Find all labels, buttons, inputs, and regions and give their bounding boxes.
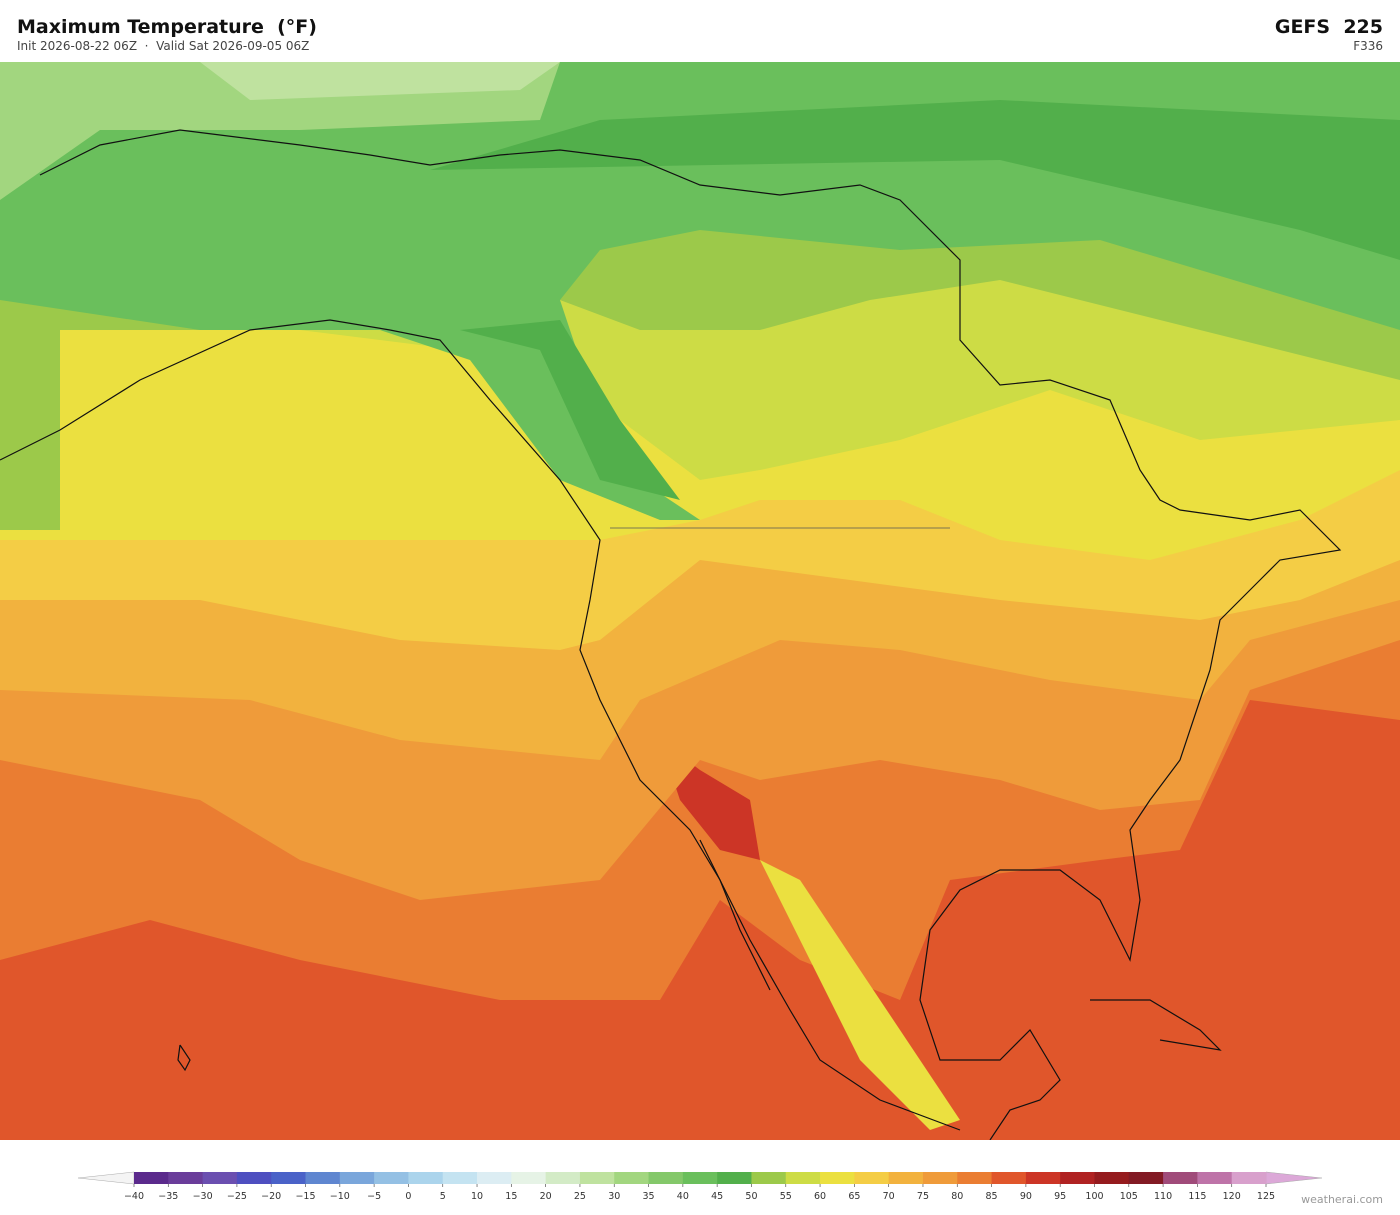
colorbar-tick-label: 100	[1085, 1191, 1103, 1202]
colorbar-tick-label: 10	[471, 1191, 483, 1202]
colorbar-swatch	[922, 1172, 958, 1184]
colorbar-tick-label: 60	[814, 1191, 826, 1202]
colorbar-swatch	[511, 1172, 547, 1184]
subtitle: Init 2026-08-22 06Z · Valid Sat 2026-09-…	[17, 39, 310, 53]
colorbar-tick-label: 20	[540, 1191, 552, 1202]
colorbar-tick-label: 70	[883, 1191, 895, 1202]
colorbar-swatch	[1060, 1172, 1095, 1184]
colorbar-tick-label: 50	[745, 1191, 757, 1202]
coastline	[0, 129, 1342, 1140]
temp-field	[430, 100, 1400, 260]
colorbar-tick-label: −25	[227, 1191, 247, 1202]
colorbar-swatch	[1163, 1172, 1198, 1184]
colorbar-swatch	[202, 1172, 238, 1184]
colorbar-swatch	[305, 1172, 341, 1184]
colorbar-tick-label: 35	[642, 1191, 654, 1202]
colorbar-swatch	[271, 1172, 306, 1184]
colorbar-under	[77, 1171, 135, 1185]
colorbar-swatch	[1025, 1172, 1061, 1184]
colorbar-swatch	[888, 1172, 924, 1184]
colorbar-tick-label: −20	[261, 1191, 281, 1202]
colorbar-tick-label: −5	[367, 1191, 381, 1202]
colorbar-swatch	[614, 1172, 649, 1184]
temp-field	[200, 62, 560, 100]
colorbar-tick-label: −10	[330, 1191, 350, 1202]
colorbar-tick-label: −15	[295, 1191, 315, 1202]
colorbar-swatch	[1197, 1172, 1233, 1184]
colorbar-swatch	[785, 1172, 821, 1184]
temp-field	[0, 62, 560, 200]
colorbar-tick-label: 5	[440, 1191, 446, 1202]
colorbar-tick-label: 0	[405, 1191, 411, 1202]
watermark: weatherai.com	[1301, 1193, 1383, 1206]
colorbar-tick-label: 65	[848, 1191, 860, 1202]
colorbar-swatch	[991, 1172, 1027, 1184]
colorbar-swatch	[442, 1172, 478, 1184]
colorbar-swatch	[820, 1172, 855, 1184]
colorbar-swatch	[854, 1172, 890, 1184]
colorbar-tick-label: 80	[951, 1191, 963, 1202]
colorbar-tick-label: 105	[1120, 1191, 1138, 1202]
colorbar-swatch	[717, 1172, 752, 1184]
colorbar-tick-label: 25	[574, 1191, 586, 1202]
colorbar-swatch	[545, 1172, 581, 1184]
colorbar-swatch	[648, 1172, 684, 1184]
colorbar-swatch	[957, 1172, 992, 1184]
title: Maximum Temperature (°F)	[17, 16, 317, 38]
colorbar-tick-label: −30	[193, 1191, 213, 1202]
model-name: GEFS 225	[1274, 16, 1383, 38]
colorbar-swatch	[408, 1172, 444, 1184]
colorbar-tick-label: 55	[780, 1191, 792, 1202]
colorbar-tick-label: 40	[677, 1191, 689, 1202]
colorbar-tick-label: 110	[1154, 1191, 1172, 1202]
colorbar-tick-label: −40	[124, 1191, 144, 1202]
colorbar-tick-label: 95	[1054, 1191, 1066, 1202]
colorbar-swatch	[339, 1172, 375, 1184]
colorbar-swatch	[1094, 1172, 1130, 1184]
colorbar-tick-label: 75	[917, 1191, 929, 1202]
colorbar-tick-label: 15	[505, 1191, 517, 1202]
colorbar-tick-label: 125	[1257, 1191, 1275, 1202]
colorbar-swatch	[579, 1172, 615, 1184]
colorbar-swatch	[682, 1172, 718, 1184]
colorbar-tick-label: 120	[1223, 1191, 1241, 1202]
colorbar-tick-label: 115	[1188, 1191, 1206, 1202]
forecast-hour: F336	[1353, 39, 1383, 53]
colorbar-tick-label: −35	[158, 1191, 178, 1202]
temp-field	[460, 320, 680, 500]
colorbar-swatch	[374, 1172, 409, 1184]
colorbar-swatch	[751, 1172, 787, 1184]
map	[0, 62, 1400, 1140]
colorbar-tick-label: 30	[608, 1191, 620, 1202]
temp-field	[760, 860, 960, 1130]
colorbar-swatch	[1231, 1172, 1267, 1184]
colorbar-tick-label: 85	[986, 1191, 998, 1202]
colorbar-tick-label: 45	[711, 1191, 723, 1202]
colorbar-tick-label: 90	[1020, 1191, 1032, 1202]
colorbar-swatch	[1128, 1172, 1164, 1184]
colorbar-swatch	[168, 1172, 204, 1184]
colorbar-swatch	[236, 1172, 272, 1184]
colorbar-swatch	[134, 1172, 169, 1184]
temp-field	[0, 62, 1400, 520]
colorbar-over	[1265, 1171, 1323, 1185]
colorbar-swatch	[477, 1172, 512, 1184]
colorbar: −40 −35 −30 −25 −20 −15 −10 −5 0 5 10 15 20 25 30 35 40 4…	[77, 1171, 1323, 1202]
